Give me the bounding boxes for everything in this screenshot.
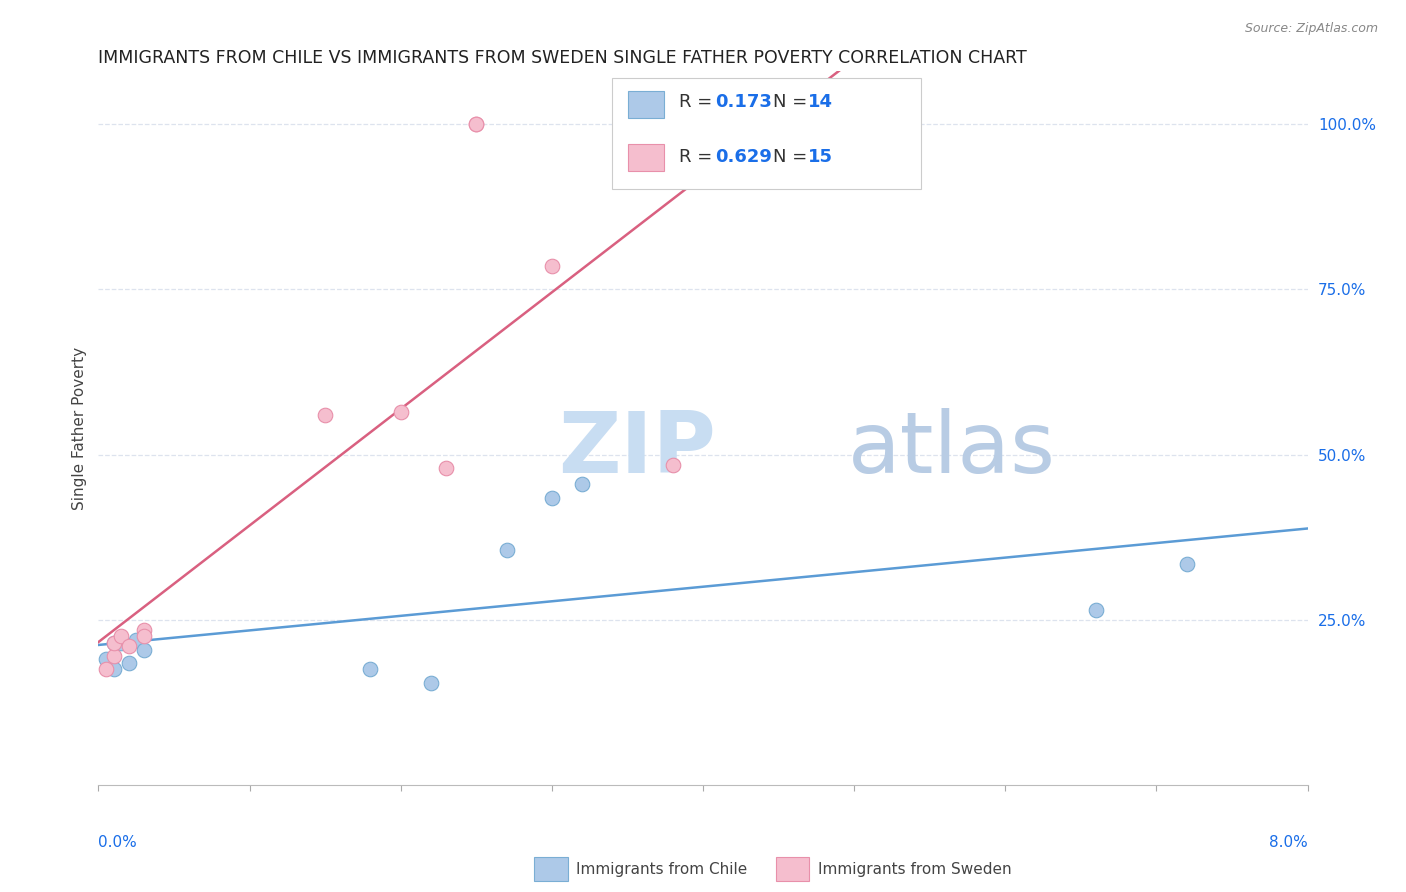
- Point: [1175, 557, 1198, 571]
- Point: [132, 629, 155, 643]
- Point: [118, 639, 141, 653]
- Text: IMMIGRANTS FROM CHILE VS IMMIGRANTS FROM SWEDEN SINGLE FATHER POVERTY CORRELATIO: IMMIGRANTS FROM CHILE VS IMMIGRANTS FROM…: [98, 49, 1028, 67]
- Point: [103, 636, 125, 650]
- Text: Immigrants from Chile: Immigrants from Chile: [576, 862, 747, 877]
- FancyBboxPatch shape: [613, 78, 921, 189]
- Text: 0.173: 0.173: [716, 93, 772, 111]
- Point: [495, 543, 517, 558]
- Point: [662, 458, 685, 472]
- Text: Immigrants from Sweden: Immigrants from Sweden: [818, 862, 1011, 877]
- Point: [465, 117, 488, 131]
- Text: 0.0%: 0.0%: [98, 835, 138, 850]
- FancyBboxPatch shape: [534, 857, 568, 881]
- Point: [103, 662, 125, 676]
- Point: [541, 260, 564, 274]
- Text: ZIP: ZIP: [558, 408, 716, 491]
- Point: [125, 632, 148, 647]
- Point: [360, 662, 382, 676]
- Point: [768, 117, 790, 131]
- Point: [118, 656, 141, 670]
- FancyBboxPatch shape: [628, 145, 664, 171]
- Point: [389, 404, 412, 418]
- Text: R =: R =: [679, 148, 718, 166]
- Text: 14: 14: [808, 93, 834, 111]
- Point: [541, 491, 564, 505]
- Text: Source: ZipAtlas.com: Source: ZipAtlas.com: [1244, 22, 1378, 36]
- Point: [571, 477, 593, 491]
- Point: [103, 649, 125, 664]
- Point: [94, 652, 117, 666]
- Y-axis label: Single Father Poverty: Single Father Poverty: [72, 347, 87, 509]
- Point: [465, 117, 488, 131]
- Point: [314, 408, 336, 422]
- Text: 0.629: 0.629: [716, 148, 772, 166]
- Point: [94, 662, 117, 676]
- Text: N =: N =: [773, 93, 813, 111]
- Text: N =: N =: [773, 148, 813, 166]
- Point: [132, 642, 155, 657]
- Point: [110, 636, 132, 650]
- Point: [103, 636, 125, 650]
- Point: [110, 629, 132, 643]
- Text: R =: R =: [679, 93, 718, 111]
- Point: [434, 460, 457, 475]
- Text: 8.0%: 8.0%: [1268, 835, 1308, 850]
- FancyBboxPatch shape: [776, 857, 810, 881]
- Point: [420, 675, 443, 690]
- Point: [1085, 603, 1108, 617]
- FancyBboxPatch shape: [628, 91, 664, 118]
- Text: 15: 15: [808, 148, 834, 166]
- Point: [132, 623, 155, 637]
- Text: atlas: atlas: [848, 408, 1056, 491]
